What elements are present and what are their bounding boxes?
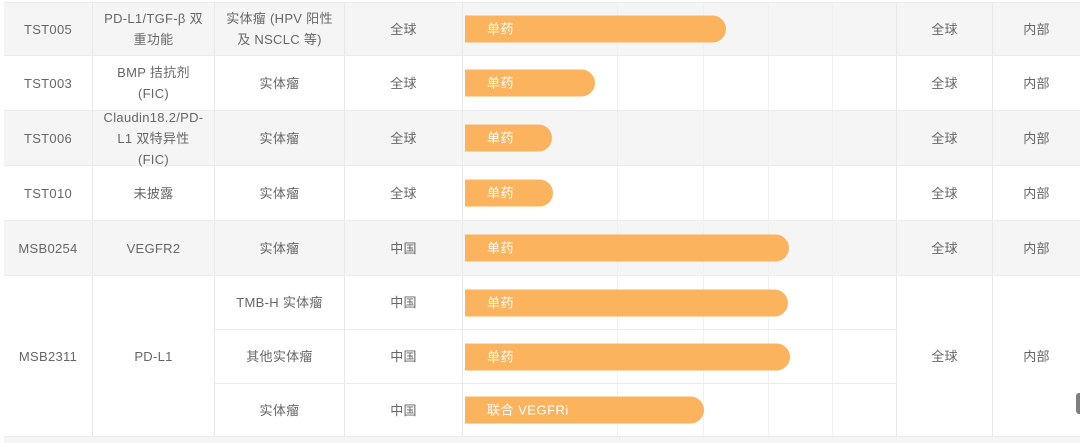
drug-code: TST003 [4,56,93,110]
rights-region: 全球 [897,221,993,275]
data-source: 内部 [1023,348,1050,364]
data-source: 内部 [1023,75,1050,91]
phase-gridline [768,111,769,165]
table-row: TST003 BMP 拮抗剂 (FIC) 实体瘤 全球 单药 全球 内部 [4,56,1080,111]
rights-region: 全球 [897,111,993,165]
phase-gridline [617,56,618,110]
drug-target: PD-L1 [93,276,215,436]
progress-track: 单药 [463,56,897,110]
drug-code: TST005 [4,3,93,55]
drug-code: MSB2311 [4,276,93,436]
indication: 实体瘤 [215,111,345,165]
progress-track: 单药 [463,111,897,165]
indication: 其他实体瘤 [215,330,345,383]
table-sub-row: 其他实体瘤 中国 单药 [215,330,897,384]
drug-target: 未披露 [93,166,215,220]
progress-bar: 单药 [465,69,595,97]
progress-bar-label: 单药 [487,240,515,256]
indication: TMB-H 实体瘤 [215,276,345,329]
progress-bar-label: 联合 VEGFRi [487,402,569,418]
progress-track: 联合 VEGFRi [463,384,897,436]
phase-gridline [617,111,618,165]
drug-code: TST006 [4,111,93,165]
table-row: TST005 PD-L1/TGF-β 双重功能 实体瘤 (HPV 阳性及 NSC… [4,3,1080,56]
indication: 实体瘤 [215,56,345,110]
data-source: 内部 [1023,130,1050,146]
region: 全球 [345,111,463,165]
table-row: MSB0254 VEGFR2 实体瘤 中国 单药 全球 内部 [4,221,1080,276]
table-sub-row: 实体瘤 中国 联合 VEGFRi [215,384,897,436]
region: 中国 [345,330,463,383]
region: 全球 [345,56,463,110]
indication: 实体瘤 [215,221,345,275]
data-source: 内部 [1023,185,1050,201]
region: 全球 [345,3,463,55]
indication: 实体瘤 (HPV 阳性及 NSCLC 等) [215,3,345,55]
phase-gridline [768,3,769,55]
table-row-group: MSB2311 PD-L1 TMB-H 实体瘤 中国 单药 其他实体瘤 中国 单… [4,276,1080,437]
scrollbar-thumb[interactable] [1076,393,1080,414]
phase-gridline [768,384,769,436]
progress-bar-label: 单药 [487,185,515,201]
sub-rows: TMB-H 实体瘤 中国 单药 其他实体瘤 中国 单药 实体瘤 中国 [215,276,897,436]
progress-bar: 单药 [465,234,789,262]
table-top-gap [4,0,1080,3]
region: 中国 [345,221,463,275]
indication: 实体瘤 [215,384,345,436]
progress-track: 单药 [463,166,897,220]
phase-gridline [832,3,833,55]
progress-bar: 单药 [465,289,788,316]
drug-code: MSB0254 [4,221,93,275]
data-source: 内部 [1023,21,1050,37]
indication: 实体瘤 [215,166,345,220]
phase-gridline [832,56,833,110]
progress-bar-label: 单药 [487,130,515,146]
drug-code: TST010 [4,166,93,220]
phase-gridline [703,166,704,220]
phase-gridline [768,166,769,220]
phase-gridline [768,56,769,110]
phase-gridline [832,384,833,436]
progress-bar: 单药 [465,124,552,152]
progress-bar-label: 单药 [487,295,515,310]
table-sub-row: TMB-H 实体瘤 中国 单药 [215,276,897,330]
progress-bar: 单药 [465,343,790,370]
progress-track: 单药 [463,221,897,275]
progress-track: 单药 [463,3,897,55]
phase-gridline [832,166,833,220]
table-row: TST006 Claudin18.2/PD-L1 双特异性 (FIC) 实体瘤 … [4,110,1080,167]
drug-target: Claudin18.2/PD-L1 双特异性 (FIC) [93,110,215,167]
progress-track: 单药 [463,276,897,329]
rights-region: 全球 [897,276,993,436]
drug-target: PD-L1/TGF-β 双重功能 [93,3,215,55]
progress-track: 单药 [463,330,897,383]
phase-gridline [832,111,833,165]
phase-gridline [703,56,704,110]
phase-gridline [832,221,833,275]
drug-target: BMP 拮抗剂 (FIC) [93,56,215,110]
progress-bar: 联合 VEGFRi [465,396,704,424]
rights-region: 全球 [897,3,993,55]
drug-target: VEGFR2 [93,221,215,275]
phase-gridline [703,111,704,165]
phase-gridline [832,330,833,383]
next-row-peek [4,437,1080,443]
region: 全球 [345,166,463,220]
region: 中国 [345,384,463,436]
progress-bar: 单药 [465,15,726,43]
region: 中国 [345,276,463,329]
data-source: 内部 [1023,240,1050,256]
progress-bar-label: 单药 [487,21,515,37]
progress-bar-label: 单药 [487,349,515,364]
table-row: TST010 未披露 实体瘤 全球 单药 全球 内部 [4,166,1080,221]
rights-region: 全球 [897,56,993,110]
rights-region: 全球 [897,166,993,220]
phase-gridline [832,276,833,329]
progress-bar-label: 单药 [487,75,515,91]
progress-bar: 单药 [465,179,553,207]
phase-gridline [617,166,618,220]
